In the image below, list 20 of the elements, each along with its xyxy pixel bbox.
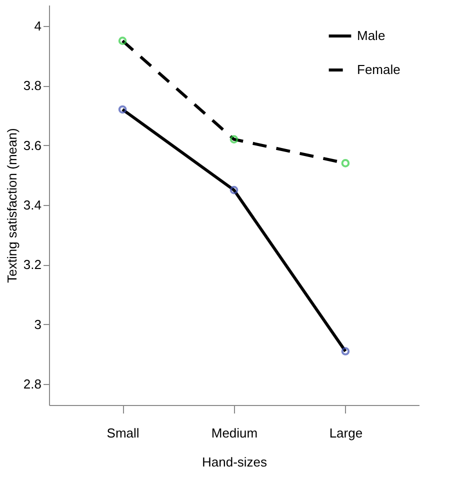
point: [230, 135, 238, 144]
y-tick-label: 3.4: [23, 198, 42, 212]
x-axis-title: Hand-sizes: [202, 454, 268, 470]
y-tick-label: 2.8: [23, 376, 42, 392]
y-tick-label: 3.6: [23, 138, 42, 153]
y-tick-label: 3.2: [23, 257, 42, 272]
legend-label: Male: [357, 28, 386, 43]
y-tick-label: 3.8: [23, 78, 42, 94]
point: [118, 105, 127, 114]
point: [341, 159, 350, 168]
x-tick-label: Large: [329, 426, 363, 440]
y-tick-label: 3: [34, 316, 42, 332]
x-tick-label: Medium: [211, 426, 258, 440]
point: [230, 186, 238, 194]
y-tick-label: 4: [34, 18, 42, 34]
x-tick-label: Small: [106, 426, 140, 440]
point: [341, 347, 350, 356]
point: [118, 36, 127, 45]
legend-label: Female: [357, 62, 400, 77]
y-axis-title: Texting satisfaction (mean): [4, 128, 20, 283]
